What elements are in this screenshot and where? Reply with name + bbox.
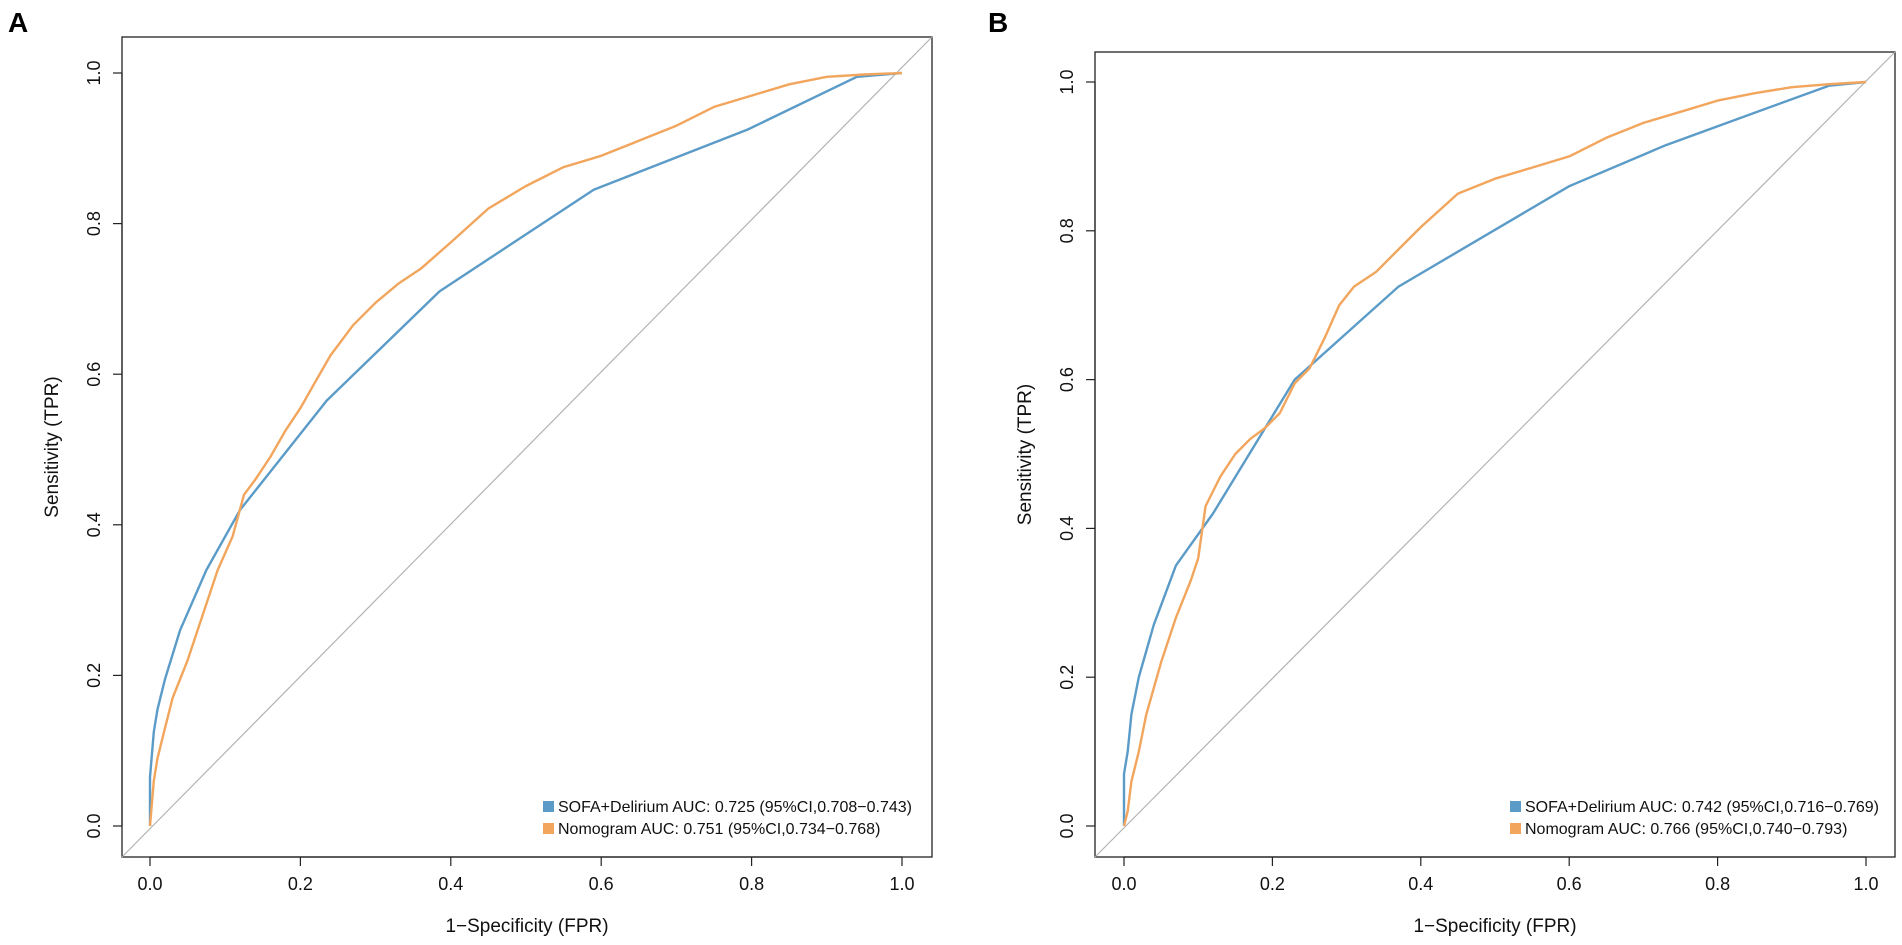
reference-diagonal (121, 36, 933, 858)
legend-entry: SOFA+Delirium AUC: 0.742 (95%CI,0.716−0.… (1525, 799, 1879, 816)
legend-swatch (543, 823, 554, 834)
y-tick-label: 0.2 (84, 663, 104, 688)
roc-curve-sofa-delirium (1122, 80, 1867, 826)
y-tick-label: 0.0 (1057, 813, 1077, 838)
y-tick-label: 0.8 (1057, 218, 1077, 243)
y-tick-label: 0.0 (84, 813, 104, 838)
legend-entry: Nomogram AUC: 0.766 (95%CI,0.740−0.793) (1525, 821, 1847, 838)
reference-diagonal (1094, 51, 1896, 858)
y-tick-label: 0.8 (84, 211, 104, 236)
x-tick-label: 0.8 (1705, 874, 1730, 894)
x-tick-label: 0.4 (1408, 874, 1433, 894)
roc-curve-sofa-delirium (148, 71, 903, 826)
roc-curve-nomogram (1122, 80, 1867, 827)
y-tick-label: 1.0 (84, 60, 104, 85)
x-tick-label: 1.0 (1853, 874, 1878, 894)
x-tick-label: 0.6 (1557, 874, 1582, 894)
chart-panel-b: B 0.0 0.2 0.4 0.6 0.8 1.0 0.0 0.2 0.4 0.6 0.8 1.0 1−S… (988, 7, 1896, 937)
x-axis-title: 1−Specificity (FPR) (1413, 916, 1576, 937)
x-tick-label: 0.4 (438, 874, 463, 894)
x-axis-title: 1−Specificity (FPR) (445, 916, 608, 937)
x-tick-label: 0.8 (739, 874, 764, 894)
y-axis-title: Sensitivity (TPR) (42, 376, 63, 517)
chart-panel-a: A 0.0 0.2 0.4 0.6 0.8 1.0 0.0 0.2 0.4 0.6 0.8 1.0 1−S… (8, 7, 933, 937)
x-tick-label: 0.6 (589, 874, 614, 894)
legend-swatch (543, 801, 554, 812)
legend-swatch (1510, 801, 1521, 812)
legend-entry: SOFA+Delirium AUC: 0.725 (95%CI,0.708−0.… (558, 799, 912, 816)
panel-label: A (8, 7, 28, 38)
x-tick-label: 0.2 (288, 874, 313, 894)
legend-swatch (1510, 823, 1521, 834)
y-axis-title: Sensitivity (TPR) (1015, 384, 1036, 525)
x-tick-label: 0.0 (137, 874, 162, 894)
x-tick-label: 0.2 (1260, 874, 1285, 894)
y-tick-label: 0.6 (84, 362, 104, 387)
y-tick-label: 1.0 (1057, 69, 1077, 94)
y-tick-label: 0.2 (1057, 665, 1077, 690)
y-tick-label: 0.4 (84, 512, 104, 537)
roc-curve-nomogram (148, 71, 903, 827)
x-tick-label: 0.0 (1111, 874, 1136, 894)
x-tick-label: 1.0 (889, 874, 914, 894)
panel-label: B (988, 7, 1008, 38)
y-tick-label: 0.4 (1057, 516, 1077, 541)
y-tick-label: 0.6 (1057, 367, 1077, 392)
legend-entry: Nomogram AUC: 0.751 (95%CI,0.734−0.768) (558, 821, 880, 838)
